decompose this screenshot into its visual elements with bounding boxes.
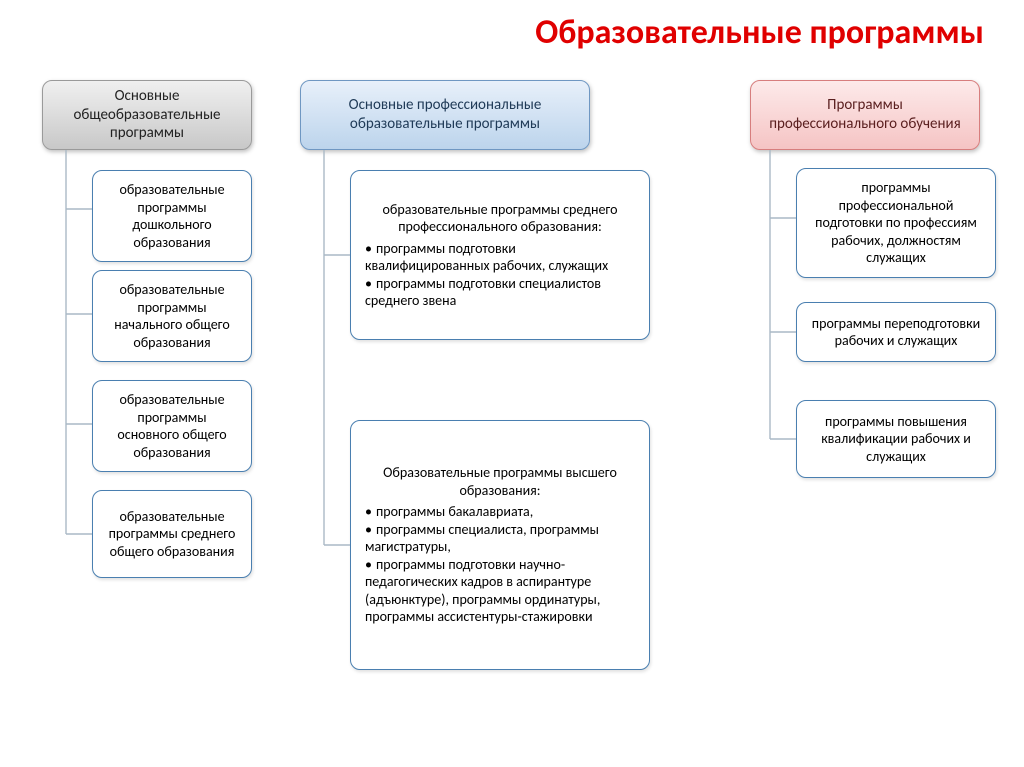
- bullet: программы специалиста, программы магистр…: [365, 521, 635, 556]
- col1-child-2: образовательные программы основного обще…: [92, 380, 252, 472]
- col1-child-1: образовательные программы начального общ…: [92, 270, 252, 362]
- bullet: программы бакалавриата,: [365, 503, 635, 521]
- bullet: программы подготовки квалифицированных р…: [365, 240, 635, 275]
- col3-child-2: программы повышения квалификации рабочих…: [796, 400, 996, 478]
- col3-child-1: программы переподготовки рабочих и служа…: [796, 302, 996, 362]
- col2-header: Основные профессиональные образовательны…: [300, 80, 590, 150]
- col1-child-0: образовательные программы дошкольного об…: [92, 170, 252, 262]
- col2-child-1: Образовательные программы высшего образо…: [350, 420, 650, 670]
- col3-child-0: программы профессиональной подготовки по…: [796, 168, 996, 278]
- col2-child-1-lead: Образовательные программы высшего образо…: [365, 464, 635, 499]
- col2-child-1-bullets: программы бакалавриата, программы специа…: [365, 503, 635, 626]
- bullet: программы подготовки научно-педагогическ…: [365, 556, 635, 626]
- col2-child-0-bullets: программы подготовки квалифицированных р…: [365, 240, 635, 310]
- col3-header: Программы профессионального обучения: [750, 80, 980, 150]
- page-title: Образовательные программы: [535, 12, 984, 53]
- col1-header: Основные общеобразовательные программы: [42, 80, 252, 150]
- col2-child-0-lead: образовательные программы среднего профе…: [365, 201, 635, 236]
- col2-child-0: образовательные программы среднего профе…: [350, 170, 650, 340]
- bullet: программы подготовки специалистов средне…: [365, 275, 635, 310]
- col1-child-3: образовательные программы среднего общег…: [92, 490, 252, 578]
